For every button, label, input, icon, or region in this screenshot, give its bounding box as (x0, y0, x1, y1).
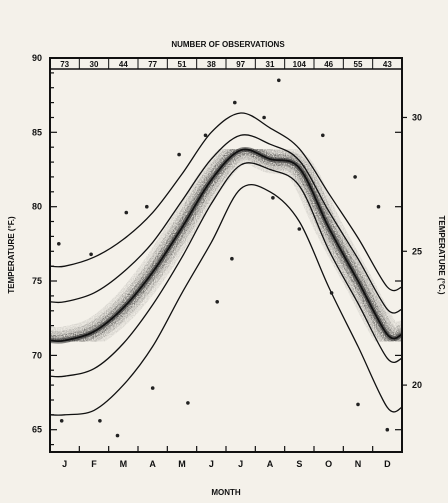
y-tick-label-c: 30 (412, 112, 422, 122)
data-point-17 (277, 78, 281, 83)
observation-count: 43 (383, 60, 392, 69)
data-point-23 (376, 204, 381, 209)
y-tick-label-f: 85 (32, 127, 42, 137)
data-point-18 (297, 227, 302, 231)
y-tick-label-f: 80 (32, 202, 42, 212)
x-tick-label: J (238, 459, 243, 469)
y-axis-label-left: TEMPERATURE (°F.) (7, 216, 16, 294)
y-tick-label-f: 90 (32, 53, 42, 63)
x-tick-label: A (149, 459, 156, 469)
data-point-6 (115, 433, 120, 438)
data-point-7 (145, 204, 149, 209)
y-tick-label-c: 25 (412, 246, 422, 256)
data-point-20 (329, 291, 334, 295)
data-point-21 (353, 175, 357, 179)
x-tick-label: A (267, 459, 274, 469)
observation-count: 44 (119, 60, 128, 69)
series-line-2 (49, 134, 403, 314)
observation-count: 77 (148, 60, 157, 69)
chart-title: NUMBER OF OBSERVATIONS (171, 40, 285, 49)
data-point-12 (215, 300, 219, 304)
series-line-5 (49, 183, 403, 416)
series-line-3 (49, 148, 403, 343)
data-point-3 (89, 252, 93, 257)
y-tick-label-f: 75 (32, 276, 42, 286)
observation-count: 104 (293, 60, 307, 69)
data-point-4 (98, 419, 102, 423)
observation-count: 46 (324, 60, 333, 69)
x-tick-label: J (62, 459, 67, 469)
data-point-5 (124, 210, 129, 215)
data-point-22 (356, 402, 360, 407)
observations-row: 73 30 44 77 51 38 97 31 104 46 55 43 (60, 58, 392, 69)
x-tick-label: J (209, 459, 214, 469)
x-axis-label: MONTH (211, 488, 241, 497)
data-point-2 (59, 419, 64, 423)
data-point-14 (230, 256, 234, 261)
y-tick-label-f: 70 (32, 350, 42, 360)
observation-count: 55 (354, 60, 363, 69)
data-point-1 (57, 242, 61, 246)
data-point-8 (150, 386, 155, 390)
x-tick-label: M (120, 459, 128, 469)
series-line-4 (49, 162, 403, 378)
scatter-layer (57, 78, 390, 438)
y-axis-label-right: TEMPERATURE (°C.) (437, 215, 446, 294)
x-tick-label: N (355, 459, 362, 469)
x-tick-label: D (384, 459, 391, 469)
x-tick-label: O (325, 459, 332, 469)
observation-count: 38 (207, 60, 216, 69)
observation-count: 30 (90, 60, 99, 69)
data-point-13 (233, 100, 237, 105)
observation-count: 73 (60, 60, 69, 69)
x-tick-label: S (296, 459, 302, 469)
y-tick-label-c: 20 (412, 380, 422, 390)
series-line-1 (49, 112, 403, 292)
y-tick-label-f: 65 (32, 425, 42, 435)
data-point-15 (262, 115, 266, 120)
observation-count: 31 (266, 60, 275, 69)
series-layer (49, 112, 403, 416)
observation-count: 51 (178, 60, 187, 69)
data-point-24 (385, 427, 390, 432)
x-tick-label: M (178, 459, 186, 469)
observation-count: 97 (236, 60, 245, 69)
data-point-19 (321, 133, 325, 138)
x-tick-label: F (91, 459, 97, 469)
data-point-11 (203, 133, 208, 138)
data-point-10 (186, 401, 190, 405)
data-point-16 (271, 196, 275, 200)
data-point-9 (177, 152, 181, 157)
axis-ticks: 65 70 75 80 85 90 20 25 30 J F M A M J J A S O N D (32, 53, 422, 469)
